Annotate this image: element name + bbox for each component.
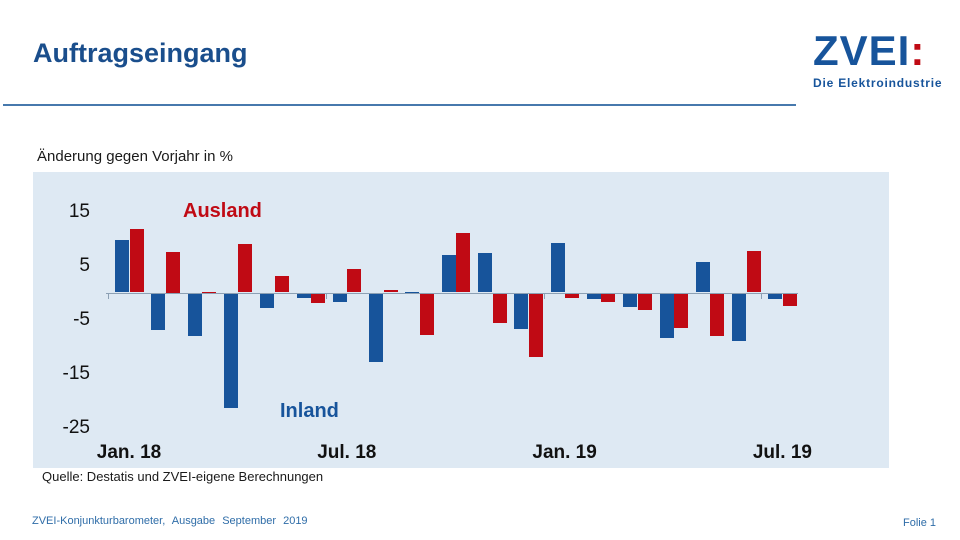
chart-subtitle: Änderung gegen Vorjahr in % xyxy=(37,148,233,165)
bar-ausland-dez-18 xyxy=(528,292,543,357)
x-axis-tick xyxy=(543,293,545,299)
bar-inland-jul-18 xyxy=(332,292,347,302)
footer-publication: ZVEI-Konjunkturbarometer, Ausgabe Septem… xyxy=(32,515,308,527)
bar-ausland-feb-18 xyxy=(165,252,180,293)
bar-inland-aug-18 xyxy=(369,292,384,363)
bar-inland-sep-18 xyxy=(405,291,420,293)
bar-ausland-jun-18 xyxy=(311,292,325,303)
zvei-logo-wordmark: ZVEI: xyxy=(813,28,943,74)
bar-inland-mai-18 xyxy=(260,292,275,308)
bar-inland-jan-18 xyxy=(115,240,129,293)
zvei-logo-tagline: Die Elektroindustrie xyxy=(813,76,943,90)
x-axis-tick xyxy=(325,293,327,299)
bar-ausland-jan-19 xyxy=(565,292,580,299)
page-title: Auftragseingang xyxy=(33,38,248,68)
y-axis-label: -5 xyxy=(73,308,90,330)
source-note: Quelle: Destatis und ZVEI-eigene Berechn… xyxy=(42,469,324,484)
bar-inland-feb-18 xyxy=(151,292,166,331)
bar-inland-mai-19 xyxy=(695,261,710,293)
bar-ausland-sep-18 xyxy=(419,292,434,336)
bar-inland-dez-18 xyxy=(514,292,529,330)
header-divider-line xyxy=(3,104,796,106)
bar-inland-jan-19 xyxy=(550,242,565,293)
bar-ausland-mär-19 xyxy=(637,292,652,310)
x-axis-label: Jul. 19 xyxy=(752,442,812,463)
bar-inland-jun-18 xyxy=(296,292,311,299)
y-axis-label: 5 xyxy=(79,254,90,276)
x-axis-tick xyxy=(761,293,763,299)
bar-ausland-feb-19 xyxy=(601,292,616,302)
bar-ausland-okt-18 xyxy=(456,233,471,293)
x-axis-zero-line xyxy=(106,292,798,294)
y-axis-label: -15 xyxy=(62,362,90,384)
zvei-logo: ZVEI: Die Elektroindustrie xyxy=(813,28,943,91)
bar-ausland-jul-18 xyxy=(347,268,362,293)
zvei-logo-text: ZVEI xyxy=(813,27,911,74)
bar-ausland-aug-18 xyxy=(383,290,398,293)
bar-ausland-jul-19 xyxy=(782,292,797,306)
bar-ausland-mai-19 xyxy=(710,292,725,337)
y-axis-label: 15 xyxy=(68,200,90,222)
bar-chart: 15 5 -5 -15 -25 Jan. 18 Jul. 18 Jan. 19 Jul. 19 … xyxy=(33,172,889,468)
bar-inland-jun-19 xyxy=(732,292,747,341)
bar-inland-apr-18 xyxy=(223,292,238,409)
series-label-ausland: Ausland xyxy=(183,200,262,222)
x-axis-tick xyxy=(108,293,109,299)
x-axis-label: Jan. 19 xyxy=(532,442,597,463)
bar-ausland-apr-18 xyxy=(238,243,253,293)
x-axis-label: Jan. 18 xyxy=(96,442,162,463)
bar-inland-mär-18 xyxy=(187,292,202,336)
bar-ausland-nov-18 xyxy=(492,292,507,324)
bar-inland-nov-18 xyxy=(478,252,492,293)
bar-inland-okt-18 xyxy=(441,255,456,293)
bar-inland-apr-19 xyxy=(659,292,674,339)
series-label-inland: Inland xyxy=(280,400,339,422)
y-axis-label: -25 xyxy=(62,416,90,438)
bar-ausland-jun-19 xyxy=(746,250,761,293)
bar-inland-mär-19 xyxy=(623,292,638,307)
bar-inland-feb-19 xyxy=(586,292,601,299)
zvei-logo-colon: : xyxy=(910,27,926,74)
bar-ausland-jan-18 xyxy=(129,229,144,293)
bar-ausland-mär-18 xyxy=(202,291,217,293)
bar-ausland-mai-18 xyxy=(274,276,289,293)
x-axis-label: Jul. 18 xyxy=(317,442,377,463)
bar-inland-jul-19 xyxy=(768,292,783,299)
bar-ausland-apr-19 xyxy=(674,292,688,329)
footer-page-number: Folie 1 xyxy=(903,517,937,529)
